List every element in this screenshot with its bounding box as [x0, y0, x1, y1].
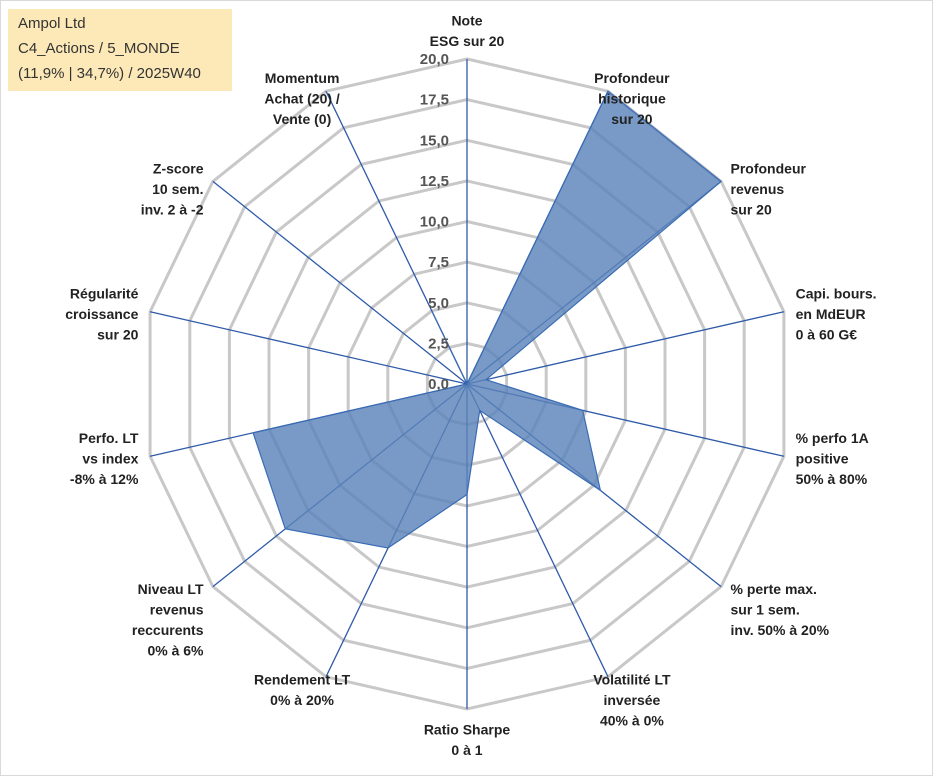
- tick-label-4: 10,0: [420, 214, 449, 231]
- tick-label-2: 5,0: [428, 295, 449, 312]
- axis-labels: Note ESG sur 20 Profondeur historique sur 20…: [65, 13, 876, 759]
- axis-label-6: Volatilité LT inversée 40% à 0%: [593, 671, 671, 728]
- tick-label-1: 2,5: [428, 335, 449, 352]
- radial-tick-labels: 0,0 2,5 5,0 7,5 10,0 12,5 15,0 17,5 20,0: [420, 51, 449, 393]
- axis-label-5: % perte max. sur 1 sem. inv. 50% à 20%: [731, 581, 830, 638]
- tick-label-7: 17,5: [420, 92, 449, 109]
- spoke-11: [149, 311, 468, 385]
- series-area-ampol: [252, 90, 723, 549]
- tick-label-5: 12,5: [420, 173, 449, 190]
- axis-label-2: Profondeur revenus sur 20: [731, 160, 807, 217]
- axis-label-3: Capi. bours. en MdEUR 0 à 60 G€: [796, 285, 877, 342]
- info-box: Ampol Ltd C4_Actions / 5_MONDE (11,9% | …: [8, 9, 232, 91]
- axis-label-12: Z-score 10 sem. inv. 2 à -2: [141, 160, 204, 217]
- portfolio-category: C4_Actions / 5_MONDE: [18, 40, 180, 57]
- spoke-12: [212, 180, 468, 385]
- tick-label-8: 20,0: [420, 51, 449, 68]
- axis-label-9: Niveau LT revenus reccurents 0% à 6%: [132, 581, 204, 659]
- performance-week: (11,9% | 34,7%) / 2025W40: [18, 65, 201, 82]
- axis-label-10: Perfo. LT vs index -8% à 12%: [70, 430, 139, 487]
- axis-label-7: Ratio Sharpe 0 à 1: [424, 722, 511, 759]
- tick-label-6: 15,0: [420, 132, 449, 149]
- tick-label-0: 0,0: [428, 376, 449, 393]
- axis-label-1: Profondeur historique sur 20: [594, 70, 670, 127]
- spoke-3: [466, 311, 785, 385]
- tick-label-3: 7,5: [428, 254, 449, 271]
- axis-label-0: Note ESG sur 20: [430, 13, 505, 50]
- axis-label-11: Régularité croissance sur 20: [65, 285, 138, 342]
- company-name: Ampol Ltd: [18, 15, 86, 32]
- axis-label-8: Rendement LT 0% à 20%: [254, 671, 351, 708]
- spoke-6: [466, 383, 609, 678]
- axis-label-4: % perfo 1A positive 50% à 80%: [796, 430, 869, 487]
- axis-label-13: Momentum Achat (20) / Vente (0): [264, 70, 340, 127]
